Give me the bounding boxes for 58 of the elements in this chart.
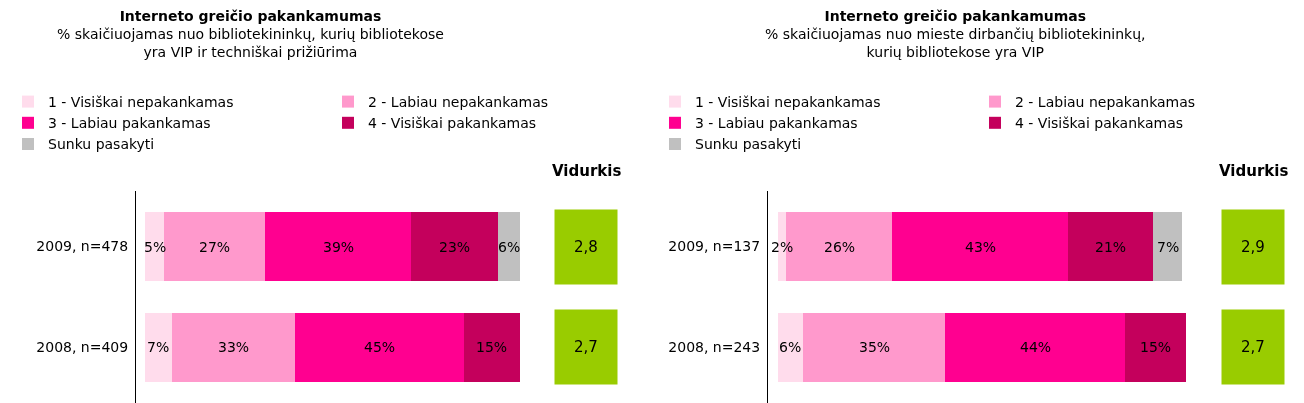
data-label: 33% xyxy=(218,339,250,355)
bar xyxy=(778,313,803,382)
text: Vidurkis xyxy=(1219,162,1289,180)
legend-label: 1 - Visiškai nepakankamas xyxy=(48,94,234,111)
text: 2,9 xyxy=(1241,238,1265,256)
data-label: 6% xyxy=(779,339,802,355)
legend-label: 2 - Labiau nepakankamas xyxy=(1015,94,1196,111)
text: Vidurkis xyxy=(552,162,622,180)
y-tick-label: 2009, n=137 xyxy=(668,238,761,255)
bar xyxy=(295,313,464,382)
data-label: 45% xyxy=(364,339,396,355)
data-label: 35% xyxy=(859,339,891,355)
bar xyxy=(145,212,165,281)
text: 2,7 xyxy=(574,338,598,356)
data-label: 43% xyxy=(965,239,997,255)
y-tick-label: 2008, n=409 xyxy=(36,339,129,356)
data-label: 27% xyxy=(199,239,231,255)
chart-subtitle: % skaičiuojamas nuo mieste dirbančių bibliotekininkų, kurių bibliotekose yra VIP xyxy=(765,26,1146,61)
data-label: 15% xyxy=(1140,339,1172,355)
legend-label: 1 - Visiškai nepakankamas xyxy=(695,94,881,111)
legend-label: Sunku pasakyti xyxy=(48,136,155,153)
data-label: 39% xyxy=(323,239,355,255)
text: 2,7 xyxy=(1241,338,1265,356)
legend-label: 3 - Labiau pakankamas xyxy=(48,115,211,132)
data-label: 6% xyxy=(498,239,521,255)
bar xyxy=(1124,313,1186,382)
data-label: 44% xyxy=(1020,339,1052,355)
legend-label: 2 - Labiau nepakankamas xyxy=(368,94,549,111)
data-label: 5% xyxy=(144,239,167,255)
y-tick-label: 2009, n=478 xyxy=(36,238,129,255)
data-label: 23% xyxy=(439,239,471,255)
data-label: 26% xyxy=(824,239,856,255)
data-label: 7% xyxy=(1157,239,1180,255)
bar xyxy=(497,212,520,281)
bar xyxy=(1067,212,1154,281)
chart-title: Interneto greičio pakankamumas xyxy=(824,8,1087,24)
bar xyxy=(145,313,172,382)
bar xyxy=(945,313,1125,382)
bar xyxy=(164,212,266,281)
data-label: 21% xyxy=(1095,239,1127,255)
legend-label: Sunku pasakyti xyxy=(695,136,802,153)
legend-label: 4 - Visiškai pakankamas xyxy=(1015,115,1184,132)
legend-label: 4 - Visiškai pakankamas xyxy=(368,115,537,132)
data-label: 15% xyxy=(476,339,508,355)
data-label: 2% xyxy=(771,239,794,255)
y-tick-label: 2008, n=243 xyxy=(668,339,761,356)
bar xyxy=(802,313,946,382)
text: 2,8 xyxy=(574,238,598,256)
bar xyxy=(1153,212,1182,281)
chart-subtitle: % skaičiuojamas nuo bibliotekininkų, kurių bibliotekose yra VIP ir techniškai prižiūrima xyxy=(57,26,444,61)
bar xyxy=(892,212,1068,281)
legend-label: 3 - Labiau pakankamas xyxy=(695,115,858,132)
bar xyxy=(463,313,520,382)
bar xyxy=(171,313,296,382)
data-label: 7% xyxy=(147,339,170,355)
bar xyxy=(265,212,412,281)
bar xyxy=(411,212,498,281)
chart-title: Interneto greičio pakankamumas xyxy=(119,8,382,24)
